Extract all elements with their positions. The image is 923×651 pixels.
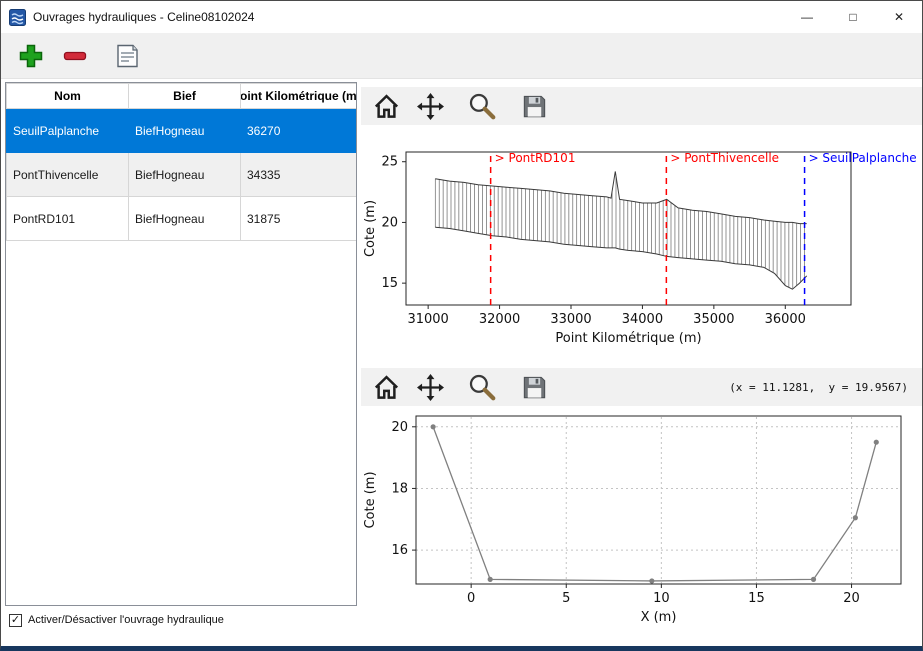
cell-bief: BiefHogneau bbox=[128, 152, 241, 197]
svg-text:Point Kilométrique (m): Point Kilométrique (m) bbox=[555, 331, 701, 346]
section-chart[interactable]: 0 5 10 15 20 16 18 20 X (m) Cote (m) bbox=[361, 406, 919, 646]
zoom-icon bbox=[469, 93, 496, 120]
home-icon bbox=[374, 93, 398, 118]
pan-icon bbox=[416, 373, 444, 401]
column-header-nom[interactable]: Nom bbox=[6, 83, 129, 109]
svg-text:25: 25 bbox=[381, 155, 398, 170]
main-toolbar bbox=[1, 33, 922, 79]
section-figure: 0 5 10 15 20 16 18 20 X (m) Cote (m) bbox=[361, 406, 922, 646]
pan-icon bbox=[416, 92, 444, 120]
app-icon bbox=[9, 8, 26, 26]
cell-bief: BiefHogneau bbox=[128, 108, 241, 153]
svg-text:Cote (m): Cote (m) bbox=[363, 471, 378, 528]
cell-pk: 36270 bbox=[240, 108, 356, 153]
cell-nom: PontThivencelle bbox=[6, 152, 129, 197]
window-title: Ouvrages hydrauliques - Celine08102024 bbox=[33, 10, 255, 24]
svg-text:31000: 31000 bbox=[407, 312, 448, 327]
svg-text:10: 10 bbox=[653, 591, 670, 606]
svg-text:> PontThivencelle: > PontThivencelle bbox=[670, 151, 779, 165]
profile-panel: 31000 32000 33000 34000 35000 36000 15 20 25 Poin… bbox=[361, 87, 922, 362]
structures-table: Nom Bief Point Kilométrique (m) SeuilPal… bbox=[6, 83, 356, 241]
svg-text:32000: 32000 bbox=[479, 312, 520, 327]
edit-structure-button[interactable] bbox=[109, 38, 145, 74]
svg-text:36000: 36000 bbox=[765, 312, 806, 327]
cell-pk: 34335 bbox=[240, 152, 356, 197]
svg-text:15: 15 bbox=[748, 591, 765, 606]
pan-button[interactable] bbox=[415, 91, 445, 121]
cell-pk: 31875 bbox=[240, 196, 356, 241]
minus-icon bbox=[63, 51, 87, 60]
save-icon bbox=[523, 376, 545, 398]
minimize-button[interactable]: — bbox=[801, 10, 813, 24]
svg-text:18: 18 bbox=[391, 481, 408, 496]
activate-checkbox-label: Activer/Désactiver l'ouvrage hydraulique bbox=[28, 614, 224, 626]
svg-text:35000: 35000 bbox=[693, 312, 734, 327]
zoom-icon bbox=[469, 374, 496, 401]
column-header-pk[interactable]: Point Kilométrique (m) bbox=[240, 83, 356, 109]
close-button[interactable]: ✕ bbox=[893, 10, 905, 24]
column-header-bief[interactable]: Bief bbox=[128, 83, 241, 109]
profile-nav-toolbar bbox=[361, 87, 922, 125]
home-button[interactable] bbox=[371, 372, 401, 402]
check-icon: ✓ bbox=[10, 613, 21, 626]
table-row[interactable]: PontRD101 BiefHogneau 31875 bbox=[6, 196, 356, 241]
svg-text:20: 20 bbox=[843, 591, 860, 606]
pan-button[interactable] bbox=[415, 372, 445, 402]
save-button[interactable] bbox=[519, 91, 549, 121]
structures-table-container: Nom Bief Point Kilométrique (m) SeuilPal… bbox=[5, 82, 357, 606]
svg-text:34000: 34000 bbox=[622, 312, 663, 327]
home-icon bbox=[374, 374, 398, 399]
save-button[interactable] bbox=[519, 372, 549, 402]
structures-panel: Nom Bief Point Kilométrique (m) SeuilPal… bbox=[5, 82, 357, 646]
content-area: Nom Bief Point Kilométrique (m) SeuilPal… bbox=[1, 79, 922, 646]
plus-icon bbox=[19, 44, 43, 67]
cell-bief: BiefHogneau bbox=[128, 196, 241, 241]
add-structure-button[interactable] bbox=[13, 38, 49, 74]
svg-text:> PontRD101: > PontRD101 bbox=[495, 151, 576, 165]
maximize-button[interactable]: □ bbox=[849, 10, 857, 24]
notes-icon bbox=[117, 44, 138, 67]
zoom-button[interactable] bbox=[467, 372, 497, 402]
svg-text:0: 0 bbox=[467, 591, 475, 606]
remove-structure-button[interactable] bbox=[57, 38, 93, 74]
table-row[interactable]: SeuilPalplanche BiefHogneau 36270 bbox=[6, 108, 356, 153]
profile-chart[interactable]: 31000 32000 33000 34000 35000 36000 15 20 25 Poin… bbox=[361, 125, 919, 362]
svg-text:> SeuilPalplanche: > SeuilPalplanche bbox=[809, 151, 917, 165]
svg-text:20: 20 bbox=[381, 215, 398, 230]
save-icon bbox=[523, 95, 545, 117]
zoom-button[interactable] bbox=[467, 91, 497, 121]
svg-text:33000: 33000 bbox=[550, 312, 591, 327]
svg-text:Cote (m): Cote (m) bbox=[363, 200, 378, 257]
profile-figure: 31000 32000 33000 34000 35000 36000 15 20 25 Poin… bbox=[361, 125, 922, 362]
svg-text:16: 16 bbox=[391, 543, 408, 558]
titlebar: Ouvrages hydrauliques - Celine08102024 —… bbox=[1, 1, 922, 33]
section-nav-toolbar: (x = 11.1281, y = 19.9567) bbox=[361, 368, 922, 406]
svg-text:15: 15 bbox=[381, 276, 398, 291]
svg-text:X (m): X (m) bbox=[641, 610, 677, 625]
svg-text:20: 20 bbox=[391, 420, 408, 435]
section-panel: (x = 11.1281, y = 19.9567) 0 5 10 15 20 16 18 2… bbox=[361, 368, 922, 646]
charts-area: 31000 32000 33000 34000 35000 36000 15 20 25 Poin… bbox=[361, 82, 922, 646]
cursor-coordinates: (x = 11.1281, y = 19.9567) bbox=[729, 380, 908, 394]
svg-text:5: 5 bbox=[562, 591, 570, 606]
table-header-row: Nom Bief Point Kilométrique (m) bbox=[6, 83, 356, 109]
activate-checkbox[interactable]: ✓ bbox=[9, 613, 22, 627]
window-controls: — □ ✕ bbox=[784, 1, 922, 33]
table-row[interactable]: PontThivencelle BiefHogneau 34335 bbox=[6, 152, 356, 197]
cell-nom: SeuilPalplanche bbox=[6, 108, 129, 153]
activate-row: ✓ Activer/Désactiver l'ouvrage hydrauliq… bbox=[5, 606, 357, 630]
home-button[interactable] bbox=[371, 91, 401, 121]
cell-nom: PontRD101 bbox=[6, 196, 129, 241]
